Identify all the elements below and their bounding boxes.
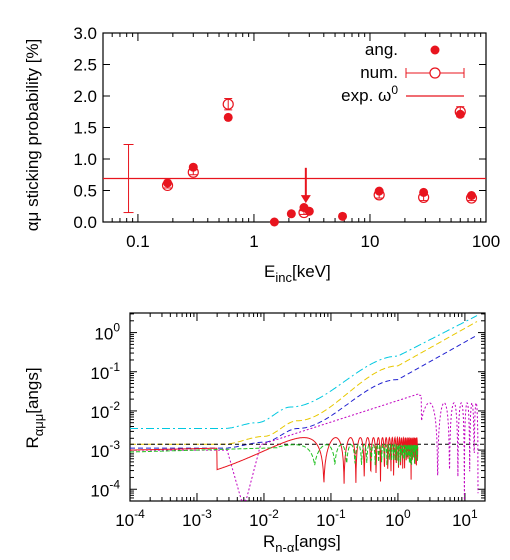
ang-point [163,178,173,188]
top-panel: 0.0 0.5 1.0 1.5 2.0 2.5 3.0 0.1 1 10 100 Einc[keV]… [23,24,500,285]
top-x-tick-label: 100 [472,232,500,251]
bottom-x-tick-label: 10-2 [249,507,279,530]
bottom-y-tick-label: 10-3 [90,438,120,461]
top-y-tick-label: 2.0 [73,87,97,106]
bottom-ticks: 10-4 10-3 10-2 10-1 100 10-4 10-3 10-2 10-1 100 10… [90,313,485,530]
top-x-tick-label: 1 [249,232,258,251]
bottom-curve-0 [130,315,478,429]
ang-point [188,162,198,172]
top-x-tick-label: 0.1 [126,232,150,251]
bottom-x-tick-label: 10-4 [115,507,145,530]
top-y-tick-label: 2.5 [73,56,97,75]
top-y-tick-label: 0.0 [73,213,97,232]
legend-label-ang: ang. [365,40,398,59]
bottom-data [130,315,485,501]
legend-label-exp: exp. ω0 [341,83,398,105]
legend-label-num: num. [360,63,398,82]
bottom-y-tick-label: 10-4 [90,477,120,500]
bottom-x-tick-label: 101 [452,507,478,530]
top-legend: ang. num. exp. ω0 [341,40,465,105]
ang-point [455,109,465,119]
bottom-x-tick-label: 100 [385,507,411,530]
bottom-panel: 10-4 10-3 10-2 10-1 100 10-4 10-3 10-2 10-1 100 10… [23,312,486,555]
ang-point [419,187,429,197]
top-x-axis-label: Einc[keV] [264,262,331,285]
bottom-curve-4 [130,393,479,501]
bottom-y-tick-label: 10-2 [90,399,120,422]
bottom-curve-2 [130,334,478,449]
bottom-y-tick-label: 10-1 [90,360,120,383]
bottom-plot-frame [129,312,486,502]
bottom-x-tick-label: 10-3 [182,507,212,530]
legend-marker-num [429,67,441,79]
ang-point [286,209,296,219]
bottom-curve-1 [130,321,478,445]
top-y-tick-label: 1.0 [73,150,97,169]
bottom-x-axis-label: Rn-α[angs] [263,532,341,555]
arrow-head [300,195,311,204]
bottom-curve-6 [130,443,419,466]
ang-point [338,211,348,221]
top-x-tick-label: 10 [361,232,380,251]
bottom-y-axis-label: Rαμμ[angs] [23,367,46,448]
bottom-x-tick-label: 10-1 [316,507,346,530]
legend-marker-ang [430,45,440,55]
top-data [103,98,486,227]
num-point [222,98,234,110]
bottom-y-tick-label: 100 [94,321,120,344]
ang-point [467,191,477,201]
ang-point [374,186,384,196]
ang-point [269,217,279,227]
top-y-axis-label: αμ sticking probability [%] [23,39,42,232]
top-ticks: 0.0 0.5 1.0 1.5 2.0 2.5 3.0 0.1 1 10 100 [73,24,500,251]
ang-point [304,206,314,216]
top-plot-frame [102,32,487,223]
top-y-tick-label: 3.0 [73,24,97,43]
top-y-tick-label: 0.5 [73,182,97,201]
top-y-tick-label: 1.5 [73,119,97,138]
ang-point [223,112,233,122]
